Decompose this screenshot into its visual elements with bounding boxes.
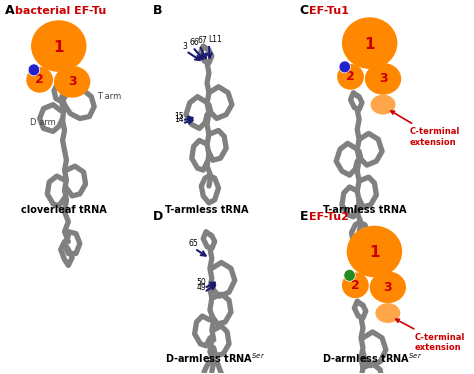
Text: B: B <box>153 4 162 17</box>
Text: 3: 3 <box>182 42 187 51</box>
Text: 1: 1 <box>54 40 64 55</box>
Text: cloverleaf tRNA: cloverleaf tRNA <box>21 205 107 215</box>
Text: 3: 3 <box>383 281 392 294</box>
Circle shape <box>344 269 356 281</box>
Text: T-armless tRNA: T-armless tRNA <box>323 205 407 215</box>
Text: 50: 50 <box>197 278 206 287</box>
Text: 65: 65 <box>189 239 199 248</box>
Text: 1: 1 <box>369 245 380 260</box>
Text: L11: L11 <box>208 35 222 44</box>
Ellipse shape <box>337 64 364 90</box>
Circle shape <box>339 61 351 73</box>
Ellipse shape <box>371 95 395 114</box>
Text: 3: 3 <box>379 72 387 85</box>
Ellipse shape <box>342 17 397 69</box>
Text: D: D <box>153 210 163 223</box>
Text: A: A <box>5 4 15 17</box>
Text: 3: 3 <box>68 75 76 88</box>
Ellipse shape <box>370 272 406 303</box>
Ellipse shape <box>375 303 400 323</box>
Text: 15: 15 <box>174 111 184 120</box>
Text: C-terminal
extension: C-terminal extension <box>391 111 460 147</box>
Text: D-armless tRNA$^{Ser}$: D-armless tRNA$^{Ser}$ <box>322 351 423 365</box>
Ellipse shape <box>54 66 91 98</box>
Ellipse shape <box>365 63 401 95</box>
Text: C: C <box>300 4 309 17</box>
Ellipse shape <box>31 20 87 72</box>
Text: 49: 49 <box>197 283 206 292</box>
Text: 2: 2 <box>346 70 355 83</box>
Text: 66: 66 <box>190 38 200 47</box>
Text: E: E <box>300 210 308 223</box>
Circle shape <box>28 64 40 76</box>
Ellipse shape <box>342 272 369 298</box>
Text: T-armless tRNA: T-armless tRNA <box>165 205 249 215</box>
Text: D-armless tRNA$^{Ser}$: D-armless tRNA$^{Ser}$ <box>164 351 265 365</box>
Text: D arm: D arm <box>30 119 56 128</box>
Text: C-terminal
extension: C-terminal extension <box>396 319 465 352</box>
Text: bacterial EF-Tu: bacterial EF-Tu <box>15 6 106 16</box>
Text: 67: 67 <box>198 36 207 45</box>
Text: T arm: T arm <box>97 92 121 101</box>
Text: EF-Tu1: EF-Tu1 <box>310 6 349 16</box>
Text: 1: 1 <box>365 37 375 52</box>
Text: 14: 14 <box>174 116 184 125</box>
Ellipse shape <box>26 67 53 93</box>
Text: 2: 2 <box>351 279 360 292</box>
Text: 2: 2 <box>35 73 44 86</box>
Text: EF-Tu2: EF-Tu2 <box>310 212 349 222</box>
Ellipse shape <box>346 226 402 278</box>
